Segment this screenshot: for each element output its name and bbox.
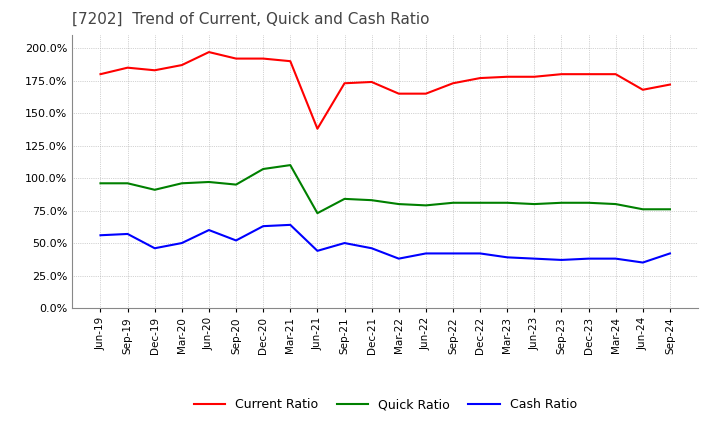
Current Ratio xyxy=(639,87,647,92)
Cash Ratio xyxy=(665,251,674,256)
Cash Ratio xyxy=(123,231,132,237)
Cash Ratio xyxy=(503,255,511,260)
Current Ratio xyxy=(611,72,620,77)
Line: Current Ratio: Current Ratio xyxy=(101,52,670,129)
Text: [7202]  Trend of Current, Quick and Cash Ratio: [7202] Trend of Current, Quick and Cash … xyxy=(72,12,430,27)
Cash Ratio xyxy=(313,248,322,253)
Cash Ratio xyxy=(611,256,620,261)
Cash Ratio xyxy=(449,251,457,256)
Current Ratio xyxy=(204,49,213,55)
Quick Ratio xyxy=(178,181,186,186)
Quick Ratio xyxy=(123,181,132,186)
Current Ratio xyxy=(286,59,294,64)
Cash Ratio xyxy=(639,260,647,265)
Current Ratio xyxy=(96,72,105,77)
Cash Ratio xyxy=(178,240,186,246)
Quick Ratio xyxy=(232,182,240,187)
Cash Ratio xyxy=(204,227,213,233)
Current Ratio xyxy=(150,68,159,73)
Quick Ratio xyxy=(665,207,674,212)
Line: Quick Ratio: Quick Ratio xyxy=(101,165,670,213)
Quick Ratio xyxy=(150,187,159,192)
Quick Ratio xyxy=(503,200,511,205)
Quick Ratio xyxy=(611,202,620,207)
Cash Ratio xyxy=(96,233,105,238)
Current Ratio xyxy=(584,72,593,77)
Cash Ratio xyxy=(259,224,268,229)
Quick Ratio xyxy=(313,210,322,216)
Quick Ratio xyxy=(476,200,485,205)
Current Ratio xyxy=(395,91,403,96)
Quick Ratio xyxy=(286,162,294,168)
Cash Ratio xyxy=(584,256,593,261)
Legend: Current Ratio, Quick Ratio, Cash Ratio: Current Ratio, Quick Ratio, Cash Ratio xyxy=(189,393,582,416)
Cash Ratio xyxy=(557,257,566,263)
Quick Ratio xyxy=(367,198,376,203)
Current Ratio xyxy=(421,91,430,96)
Current Ratio xyxy=(665,82,674,87)
Quick Ratio xyxy=(584,200,593,205)
Current Ratio xyxy=(476,75,485,81)
Quick Ratio xyxy=(395,202,403,207)
Current Ratio xyxy=(557,72,566,77)
Quick Ratio xyxy=(96,181,105,186)
Cash Ratio xyxy=(476,251,485,256)
Line: Cash Ratio: Cash Ratio xyxy=(101,225,670,263)
Quick Ratio xyxy=(259,166,268,172)
Current Ratio xyxy=(313,126,322,132)
Current Ratio xyxy=(123,65,132,70)
Current Ratio xyxy=(503,74,511,79)
Current Ratio xyxy=(232,56,240,61)
Cash Ratio xyxy=(232,238,240,243)
Quick Ratio xyxy=(421,203,430,208)
Cash Ratio xyxy=(341,240,349,246)
Current Ratio xyxy=(178,62,186,68)
Quick Ratio xyxy=(204,180,213,185)
Current Ratio xyxy=(259,56,268,61)
Current Ratio xyxy=(449,81,457,86)
Quick Ratio xyxy=(449,200,457,205)
Current Ratio xyxy=(367,79,376,84)
Quick Ratio xyxy=(341,196,349,202)
Cash Ratio xyxy=(286,222,294,227)
Cash Ratio xyxy=(421,251,430,256)
Quick Ratio xyxy=(530,202,539,207)
Quick Ratio xyxy=(557,200,566,205)
Current Ratio xyxy=(530,74,539,79)
Quick Ratio xyxy=(639,207,647,212)
Cash Ratio xyxy=(395,256,403,261)
Cash Ratio xyxy=(530,256,539,261)
Cash Ratio xyxy=(367,246,376,251)
Cash Ratio xyxy=(150,246,159,251)
Current Ratio xyxy=(341,81,349,86)
